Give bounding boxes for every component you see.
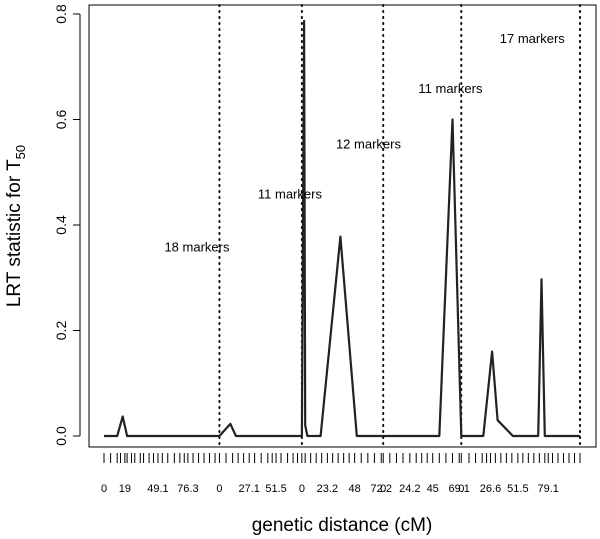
plot-frame xyxy=(88,4,597,448)
y-tick-label: 0.8 xyxy=(53,4,69,24)
marker-count-annotation: 11 markers xyxy=(418,81,483,96)
y-axis-label: LRT statistic for T50 xyxy=(4,145,28,307)
x-tick-label: 0 xyxy=(216,483,222,495)
marker-count-annotation: 18 markers xyxy=(164,239,230,254)
lrt-series-line xyxy=(104,19,580,438)
x-tick-label: 45 xyxy=(427,483,439,495)
y-tick-label: 0.0 xyxy=(53,426,69,446)
y-tick-label: 0.6 xyxy=(53,110,69,130)
x-tick-label: 51.5 xyxy=(507,483,528,495)
y-axis-label-main: LRT statistic for T xyxy=(4,159,25,307)
x-tick-label: 0 xyxy=(101,483,107,495)
x-tick-label: 76.3 xyxy=(177,483,198,495)
x-tick-label: 27.1 xyxy=(239,483,260,495)
y-tick-label: 0.4 xyxy=(53,215,69,235)
marker-count-annotation: 12 markers xyxy=(336,137,402,152)
x-tick-label: 79.1 xyxy=(538,483,559,495)
x-tick-label: 24.2 xyxy=(399,483,420,495)
marker-count-annotation: 17 markers xyxy=(500,31,566,46)
x-tick-label: 0 xyxy=(380,483,386,495)
x-tick-label: 51.5 xyxy=(265,483,286,495)
x-tick-label: 0 xyxy=(299,483,305,495)
x-axis-label: genetic distance (cM) xyxy=(252,515,433,536)
y-tick-label: 0.2 xyxy=(53,321,69,341)
x-tick-label: 49.1 xyxy=(147,483,168,495)
x-tick-label: 48 xyxy=(349,483,361,495)
x-tick-label: 23.2 xyxy=(317,483,338,495)
y-axis-label-subscript: 50 xyxy=(13,145,28,159)
x-tick-label: 69.1 xyxy=(448,483,469,495)
x-tick-label: 0 xyxy=(458,483,464,495)
x-tick-label: 26.6 xyxy=(480,483,501,495)
x-tick-label: 72.2 xyxy=(371,483,392,495)
marker-count-annotation: 11 markers xyxy=(258,187,323,202)
x-tick-label: 19 xyxy=(119,483,131,495)
